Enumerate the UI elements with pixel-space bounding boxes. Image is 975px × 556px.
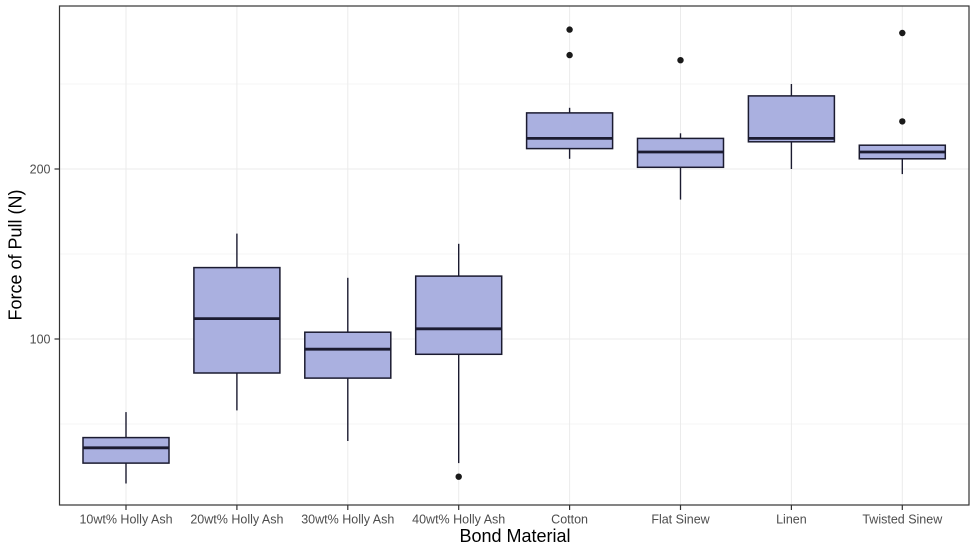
gridlines-minor [59, 83, 969, 425]
box-40wt-holly-ash [414, 243, 503, 480]
box-cotton [525, 26, 614, 159]
box-linen [747, 84, 836, 169]
x-tick-label: Flat Sinew [651, 513, 710, 527]
outlier-point [899, 29, 906, 37]
x-tick-label: Linen [776, 513, 807, 527]
box-twisted-sinew [858, 29, 947, 175]
iqr-box [414, 275, 503, 356]
y-axis-title: Force of Pull (N) [5, 189, 26, 321]
x-tick-label: 40wt% Holly Ash [412, 513, 505, 527]
y-tick-label: 100 [30, 333, 51, 347]
outlier-point [566, 26, 573, 33]
x-tick-label: 20wt% Holly Ash [190, 513, 283, 527]
panel-background [59, 6, 969, 505]
outlier-point [677, 57, 684, 64]
iqr-box [747, 95, 836, 143]
outlier-point [455, 473, 462, 480]
x-tick-label: Twisted Sinew [862, 513, 943, 527]
x-tick-label: Cotton [551, 513, 588, 527]
x-tick-label: 10wt% Holly Ash [79, 513, 172, 527]
x-tick-label: 30wt% Holly Ash [301, 513, 394, 527]
x-axis-title: Bond Material [459, 526, 571, 546]
box-20wt-holly-ash [193, 233, 281, 411]
x-axis: 10wt% Holly Ash 20wt% Holly Ash 30wt% Holl… [79, 505, 943, 527]
iqr-box [82, 436, 170, 464]
iqr-box [304, 331, 392, 379]
box-flat-sinew [636, 57, 725, 200]
box-10wt-holly-ash [82, 412, 170, 484]
y-axis: 100 200 [30, 163, 60, 347]
box-30wt-holly-ash [304, 277, 392, 441]
y-tick-label: 200 [30, 163, 51, 177]
outlier-point [899, 118, 906, 125]
iqr-box [525, 112, 614, 150]
panel-border [58, 5, 970, 506]
outlier-point [566, 51, 573, 59]
iqr-box [193, 266, 281, 374]
